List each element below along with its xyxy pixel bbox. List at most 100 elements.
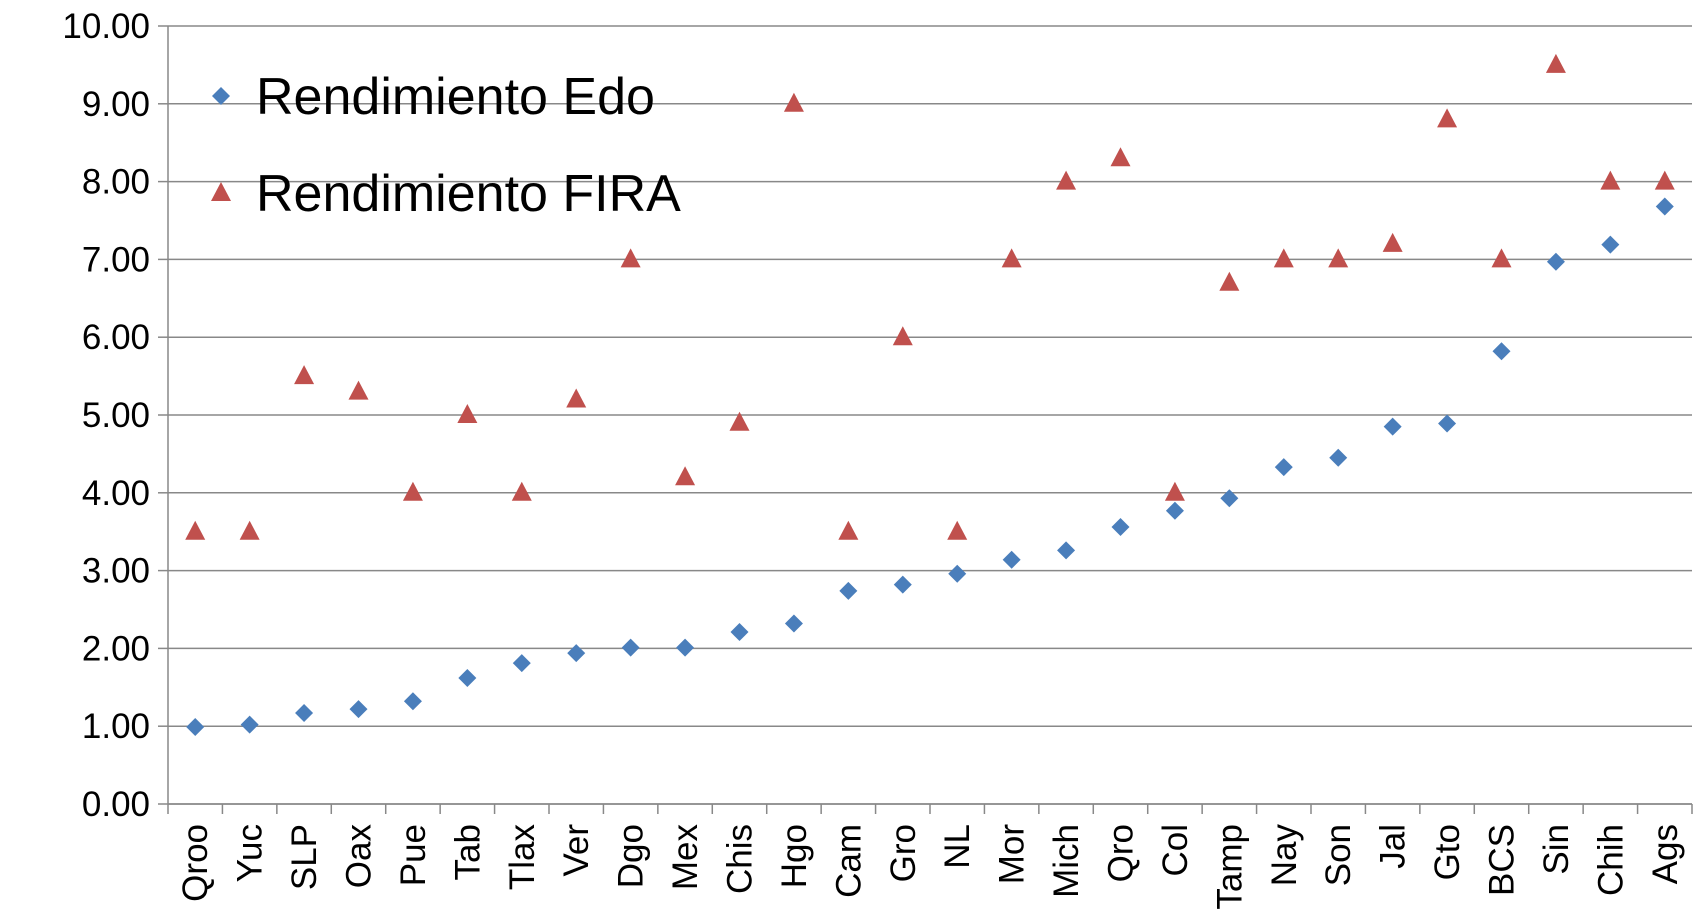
legend-label: Rendimiento FIRA bbox=[256, 165, 681, 223]
marker-triangle bbox=[1654, 170, 1675, 190]
x-tick-label: Tamp bbox=[1210, 824, 1249, 910]
marker-triangle bbox=[1110, 147, 1131, 167]
marker-triangle bbox=[566, 388, 587, 408]
marker-diamond bbox=[403, 692, 422, 711]
y-tick-label: 5.00 bbox=[82, 396, 150, 435]
x-tick-label: Yuc bbox=[231, 824, 270, 882]
x-tick-label: Nay bbox=[1265, 824, 1304, 887]
marker-diamond bbox=[1220, 489, 1239, 508]
marker-diamond bbox=[893, 575, 912, 594]
marker-triangle bbox=[675, 466, 696, 486]
marker-diamond bbox=[621, 638, 640, 657]
marker-triangle bbox=[211, 182, 231, 201]
y-tick-label: 10.00 bbox=[62, 7, 150, 46]
marker-diamond bbox=[1274, 458, 1293, 477]
y-tick-label: 6.00 bbox=[82, 318, 150, 357]
marker-triangle bbox=[185, 520, 206, 540]
marker-triangle bbox=[294, 365, 315, 385]
x-tick-label: Mor bbox=[993, 824, 1032, 885]
marker-triangle bbox=[1545, 53, 1566, 73]
marker-triangle bbox=[1328, 248, 1349, 268]
y-tick-label: 4.00 bbox=[82, 474, 150, 513]
marker-triangle bbox=[511, 481, 532, 501]
x-tick-label: Tlax bbox=[503, 824, 542, 891]
x-tick-label: Gto bbox=[1428, 824, 1467, 880]
x-tick-label: Dgo bbox=[612, 824, 651, 888]
marker-triangle bbox=[1001, 248, 1022, 268]
marker-triangle bbox=[1056, 170, 1077, 190]
marker-diamond bbox=[186, 717, 205, 736]
marker-triangle bbox=[1491, 248, 1512, 268]
y-tick-label: 2.00 bbox=[82, 629, 150, 668]
marker-diamond bbox=[212, 87, 230, 105]
x-tick-label: Qro bbox=[1102, 824, 1141, 882]
x-tick-label: Col bbox=[1156, 824, 1195, 877]
marker-diamond bbox=[1601, 235, 1620, 254]
x-tick-label: Chis bbox=[721, 824, 760, 894]
marker-diamond bbox=[1546, 252, 1565, 271]
marker-diamond bbox=[567, 644, 586, 663]
x-tick-label: Cam bbox=[829, 824, 868, 898]
marker-triangle bbox=[1164, 481, 1185, 501]
marker-triangle bbox=[783, 92, 804, 112]
x-tick-label: Jal bbox=[1374, 824, 1413, 869]
marker-diamond bbox=[676, 638, 695, 657]
marker-triangle bbox=[947, 520, 968, 540]
x-tick-label: NL bbox=[938, 824, 977, 869]
marker-diamond bbox=[839, 581, 858, 600]
y-tick-label: 3.00 bbox=[82, 552, 150, 591]
marker-triangle bbox=[838, 520, 859, 540]
y-tick-label: 9.00 bbox=[82, 85, 150, 124]
y-tick-label: 1.00 bbox=[82, 707, 150, 746]
marker-diamond bbox=[1057, 541, 1076, 560]
marker-diamond bbox=[1383, 417, 1402, 436]
marker-diamond bbox=[1165, 501, 1184, 520]
marker-triangle bbox=[892, 326, 913, 346]
x-tick-label: Ags bbox=[1646, 824, 1685, 884]
marker-diamond bbox=[1002, 550, 1021, 569]
marker-diamond bbox=[1438, 414, 1457, 433]
x-tick-label: Tab bbox=[448, 824, 487, 880]
x-tick-label: SLP bbox=[285, 824, 324, 890]
x-tick-label: Son bbox=[1319, 824, 1358, 886]
marker-diamond bbox=[458, 668, 477, 687]
marker-diamond bbox=[784, 614, 803, 633]
x-tick-label: Oax bbox=[340, 824, 379, 889]
marker-diamond bbox=[512, 654, 531, 673]
marker-triangle bbox=[457, 404, 478, 423]
marker-triangle bbox=[1382, 232, 1403, 252]
x-tick-label: Gro bbox=[884, 824, 923, 882]
y-tick-label: 0.00 bbox=[82, 785, 150, 824]
marker-diamond bbox=[730, 623, 749, 642]
marker-diamond bbox=[948, 564, 967, 583]
marker-triangle bbox=[1219, 271, 1240, 291]
y-tick-label: 7.00 bbox=[82, 240, 150, 279]
marker-diamond bbox=[295, 703, 314, 722]
marker-diamond bbox=[1111, 518, 1130, 537]
x-tick-label: Chih bbox=[1591, 824, 1630, 896]
x-tick-label: Qroo bbox=[176, 824, 215, 902]
x-tick-label: Pue bbox=[394, 824, 433, 886]
x-tick-label: Mex bbox=[666, 824, 705, 891]
marker-triangle bbox=[620, 248, 641, 268]
marker-triangle bbox=[239, 520, 260, 540]
x-tick-label: Mich bbox=[1047, 824, 1086, 898]
marker-diamond bbox=[1329, 448, 1348, 467]
marker-diamond bbox=[240, 715, 259, 734]
x-tick-label: Hgo bbox=[775, 824, 814, 888]
legend-label: Rendimiento Edo bbox=[256, 68, 655, 126]
marker-triangle bbox=[402, 481, 423, 501]
x-tick-label: BCS bbox=[1483, 824, 1522, 896]
marker-triangle bbox=[1437, 108, 1458, 128]
y-tick-label: 8.00 bbox=[82, 163, 150, 202]
marker-diamond bbox=[349, 700, 368, 719]
marker-triangle bbox=[1273, 248, 1294, 268]
marker-diamond bbox=[1492, 342, 1511, 361]
marker-triangle bbox=[729, 411, 750, 431]
x-tick-label: Sin bbox=[1537, 824, 1576, 875]
marker-triangle bbox=[348, 380, 369, 400]
marker-diamond bbox=[1655, 197, 1674, 216]
x-tick-label: Ver bbox=[557, 824, 596, 877]
